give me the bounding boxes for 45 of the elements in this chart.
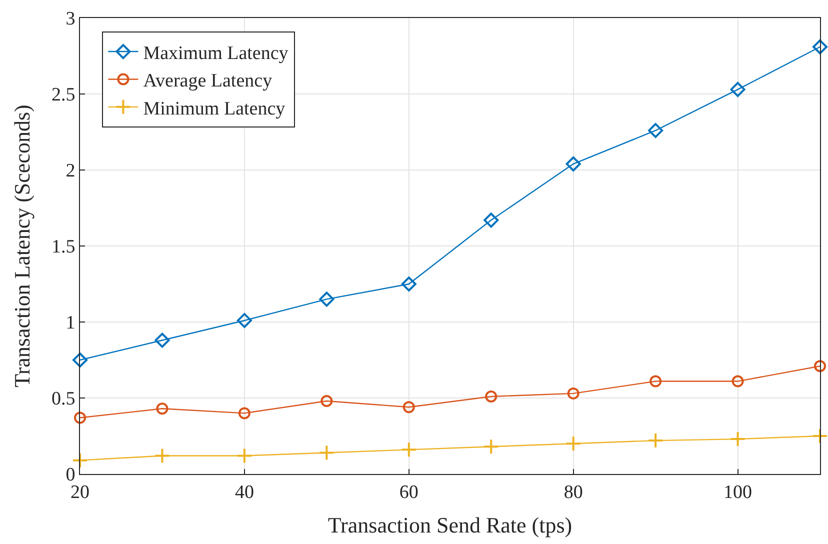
point xyxy=(401,276,416,292)
x-axis-title: Transaction Send Rate (tps) xyxy=(328,512,572,538)
point xyxy=(566,156,581,172)
point xyxy=(648,432,664,449)
y-tick-label: 1.5 xyxy=(51,236,76,258)
point xyxy=(156,402,168,415)
point xyxy=(154,332,170,348)
y-tick-label: 3 xyxy=(66,8,76,30)
point xyxy=(236,312,252,328)
point xyxy=(154,448,170,464)
point xyxy=(565,436,582,452)
y-tick-label: 0.5 xyxy=(51,388,76,410)
point xyxy=(74,412,86,424)
point xyxy=(730,82,746,97)
point xyxy=(730,431,746,448)
point xyxy=(402,401,415,414)
y-tick-label: 2.5 xyxy=(51,84,76,106)
x-tick-label: 40 xyxy=(234,482,254,503)
point xyxy=(732,375,744,388)
legend-label: Average Latency xyxy=(143,70,273,92)
point xyxy=(319,292,334,307)
point xyxy=(72,452,88,468)
y-tick-label: 1 xyxy=(66,312,76,334)
x-tick-label: 80 xyxy=(564,482,583,503)
point xyxy=(484,212,499,228)
point xyxy=(650,375,662,388)
point xyxy=(648,122,664,138)
point xyxy=(318,444,335,461)
point xyxy=(238,407,250,420)
legend-label: Maximum Latency xyxy=(143,42,289,64)
legend-label: Minimum Latency xyxy=(143,98,286,120)
point xyxy=(812,428,828,444)
point xyxy=(400,442,417,458)
point xyxy=(72,352,88,368)
point xyxy=(812,39,828,54)
point xyxy=(485,390,498,402)
x-tick-label: 100 xyxy=(724,482,752,503)
point xyxy=(320,395,333,408)
point xyxy=(483,438,500,455)
x-tick-label: 60 xyxy=(399,482,418,503)
y-tick-label: 2 xyxy=(66,160,76,182)
point xyxy=(567,387,580,400)
point xyxy=(814,360,826,372)
y-axis-title: Transaction Latency (Sceconds) xyxy=(9,104,34,388)
point xyxy=(236,448,252,464)
